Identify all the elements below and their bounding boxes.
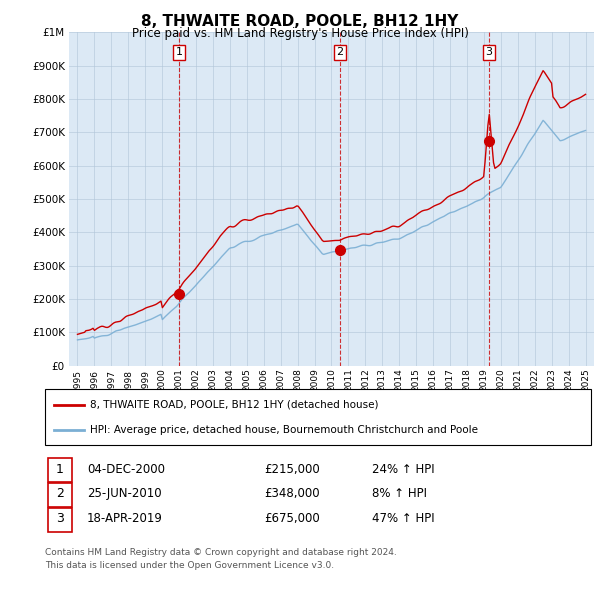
Text: 8, THWAITE ROAD, POOLE, BH12 1HY (detached house): 8, THWAITE ROAD, POOLE, BH12 1HY (detach… [90,399,379,409]
Text: 04-DEC-2000: 04-DEC-2000 [87,463,165,476]
Text: 18-APR-2019: 18-APR-2019 [87,512,163,525]
Text: This data is licensed under the Open Government Licence v3.0.: This data is licensed under the Open Gov… [45,560,334,569]
Text: 1: 1 [56,463,64,476]
Text: £215,000: £215,000 [264,463,320,476]
Text: 2: 2 [56,487,64,500]
Text: Contains HM Land Registry data © Crown copyright and database right 2024.: Contains HM Land Registry data © Crown c… [45,548,397,556]
Text: Price paid vs. HM Land Registry's House Price Index (HPI): Price paid vs. HM Land Registry's House … [131,27,469,40]
Text: £348,000: £348,000 [264,487,320,500]
Text: 3: 3 [485,47,493,57]
Text: 8% ↑ HPI: 8% ↑ HPI [372,487,427,500]
Text: 25-JUN-2010: 25-JUN-2010 [87,487,161,500]
Text: 2: 2 [337,47,344,57]
Text: 3: 3 [56,512,64,525]
Text: 8, THWAITE ROAD, POOLE, BH12 1HY: 8, THWAITE ROAD, POOLE, BH12 1HY [142,14,458,28]
Text: £675,000: £675,000 [264,512,320,525]
Text: 1: 1 [176,47,182,57]
Text: 24% ↑ HPI: 24% ↑ HPI [372,463,434,476]
Text: HPI: Average price, detached house, Bournemouth Christchurch and Poole: HPI: Average price, detached house, Bour… [90,425,478,435]
Text: 47% ↑ HPI: 47% ↑ HPI [372,512,434,525]
